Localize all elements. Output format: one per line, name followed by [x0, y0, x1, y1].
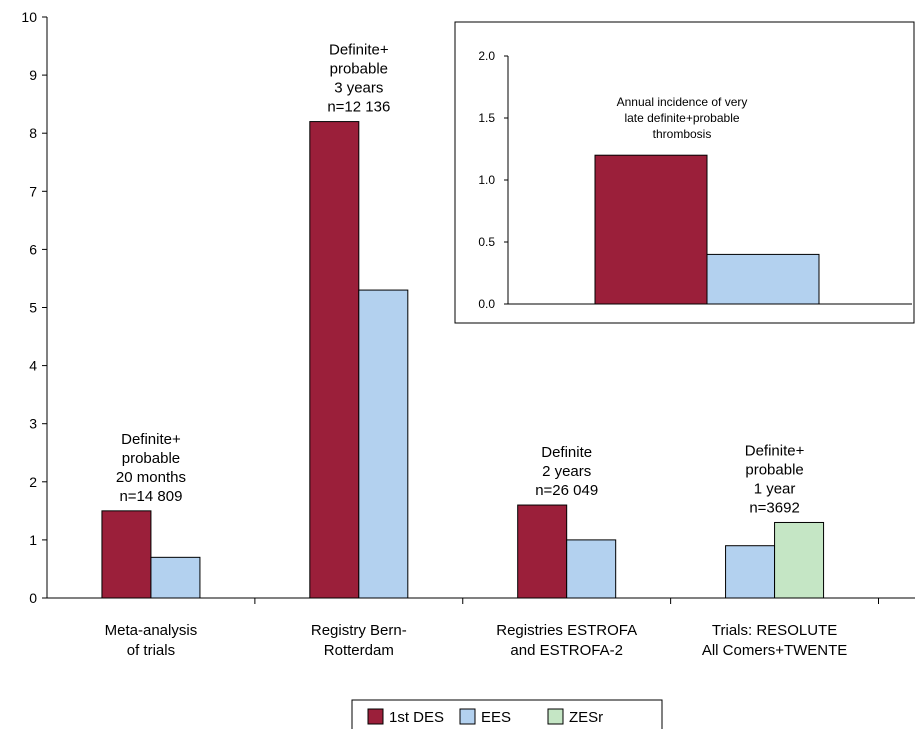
inset-y-tick-label-2-0: 2.0 — [478, 49, 495, 63]
y-tick-label-0: 0 — [29, 590, 37, 606]
inset-annotation-line: thrombosis — [653, 127, 712, 141]
annotation-line: Definite — [541, 444, 592, 461]
y-tick-label-4: 4 — [29, 358, 37, 374]
inset-y-tick-label-0-0: 0.0 — [478, 297, 495, 311]
annotation-line: n=14 809 — [119, 488, 182, 505]
annotation-line: Definite+ — [329, 42, 389, 59]
category-label: Trials: RESOLUTE — [712, 622, 837, 639]
legend-swatch-ees — [459, 708, 476, 725]
inset-bar-ees — [706, 253, 820, 305]
category-label: Registry Bern- — [311, 622, 407, 639]
legend-label-ees: EES — [481, 709, 511, 726]
category-labels: Meta-analysis of trials Registry Bern- Rott… — [105, 622, 848, 659]
annotation-line: probable — [745, 461, 803, 478]
category-label: Registries ESTROFA — [496, 622, 637, 639]
bar-ees-4 — [725, 545, 776, 599]
annotation-line: probable — [122, 450, 180, 467]
inset-y-tick-label-1-0: 1.0 — [478, 173, 495, 187]
bar-zesr-4 — [774, 521, 825, 599]
annotation-line: n=3692 — [749, 499, 799, 516]
legend: 1st DES EES ZESr — [351, 699, 663, 729]
category-label: Meta-analysis — [105, 622, 198, 639]
legend-swatch-zesr — [547, 708, 564, 725]
bar-ees-1 — [150, 556, 201, 599]
bar-1st-des-2 — [309, 121, 360, 599]
bar-ees-2 — [358, 289, 409, 599]
annotation-line: Definite+ — [745, 442, 805, 459]
y-tick-label-3: 3 — [29, 416, 37, 432]
y-tick-label-7: 7 — [29, 183, 37, 199]
bar-ees-3 — [566, 539, 617, 599]
category-label: and ESTROFA-2 — [510, 642, 623, 659]
legend-swatch-1st-des — [367, 708, 384, 725]
annotation-line: n=12 136 — [327, 99, 390, 116]
inset-annotation-line: Annual incidence of very — [617, 95, 748, 109]
bar-1st-des-3 — [517, 504, 568, 599]
y-tick-label-2: 2 — [29, 474, 37, 490]
annotation-line: 3 years — [334, 80, 383, 97]
inset-annotation-line: late definite+probable — [624, 111, 739, 125]
category-label: Rotterdam — [324, 642, 394, 659]
annotation-line: 1 year — [754, 480, 796, 497]
y-tick-label-6: 6 — [29, 241, 37, 257]
annotation-line: probable — [330, 61, 388, 78]
legend-label-zesr: ZESr — [569, 709, 603, 726]
y-tick-label-8: 8 — [29, 125, 37, 141]
y-tick-label-9: 9 — [29, 67, 37, 83]
legend-frame — [351, 699, 663, 729]
y-tick-label-5: 5 — [29, 300, 37, 316]
annotation-line: 2 years — [542, 463, 591, 480]
bar-1st-des-1 — [101, 510, 152, 599]
inset-y-tick-label-0-5: 0.5 — [478, 235, 495, 249]
annotation-line: n=26 049 — [535, 482, 598, 499]
annotation-line: Definite+ — [121, 431, 181, 448]
main-bars — [101, 121, 825, 599]
category-label: All Comers+TWENTE — [702, 642, 847, 659]
inset-bar-1st-des — [594, 154, 708, 305]
annotation-line: 20 months — [116, 469, 186, 486]
legend-label-1st-des: 1st DES — [389, 709, 444, 726]
inset-chart: 0.0 0.5 1.0 1.5 2.0 Annual incidence of very l… — [454, 21, 915, 324]
y-tick-label-1: 1 — [29, 532, 37, 548]
inset-y-tick-label-1-5: 1.5 — [478, 111, 495, 125]
main-annotations: Definite+ probable 20 months n=14 809 Defini… — [116, 42, 805, 517]
category-label: of trials — [127, 642, 175, 659]
y-tick-label-10: 10 — [21, 9, 37, 25]
